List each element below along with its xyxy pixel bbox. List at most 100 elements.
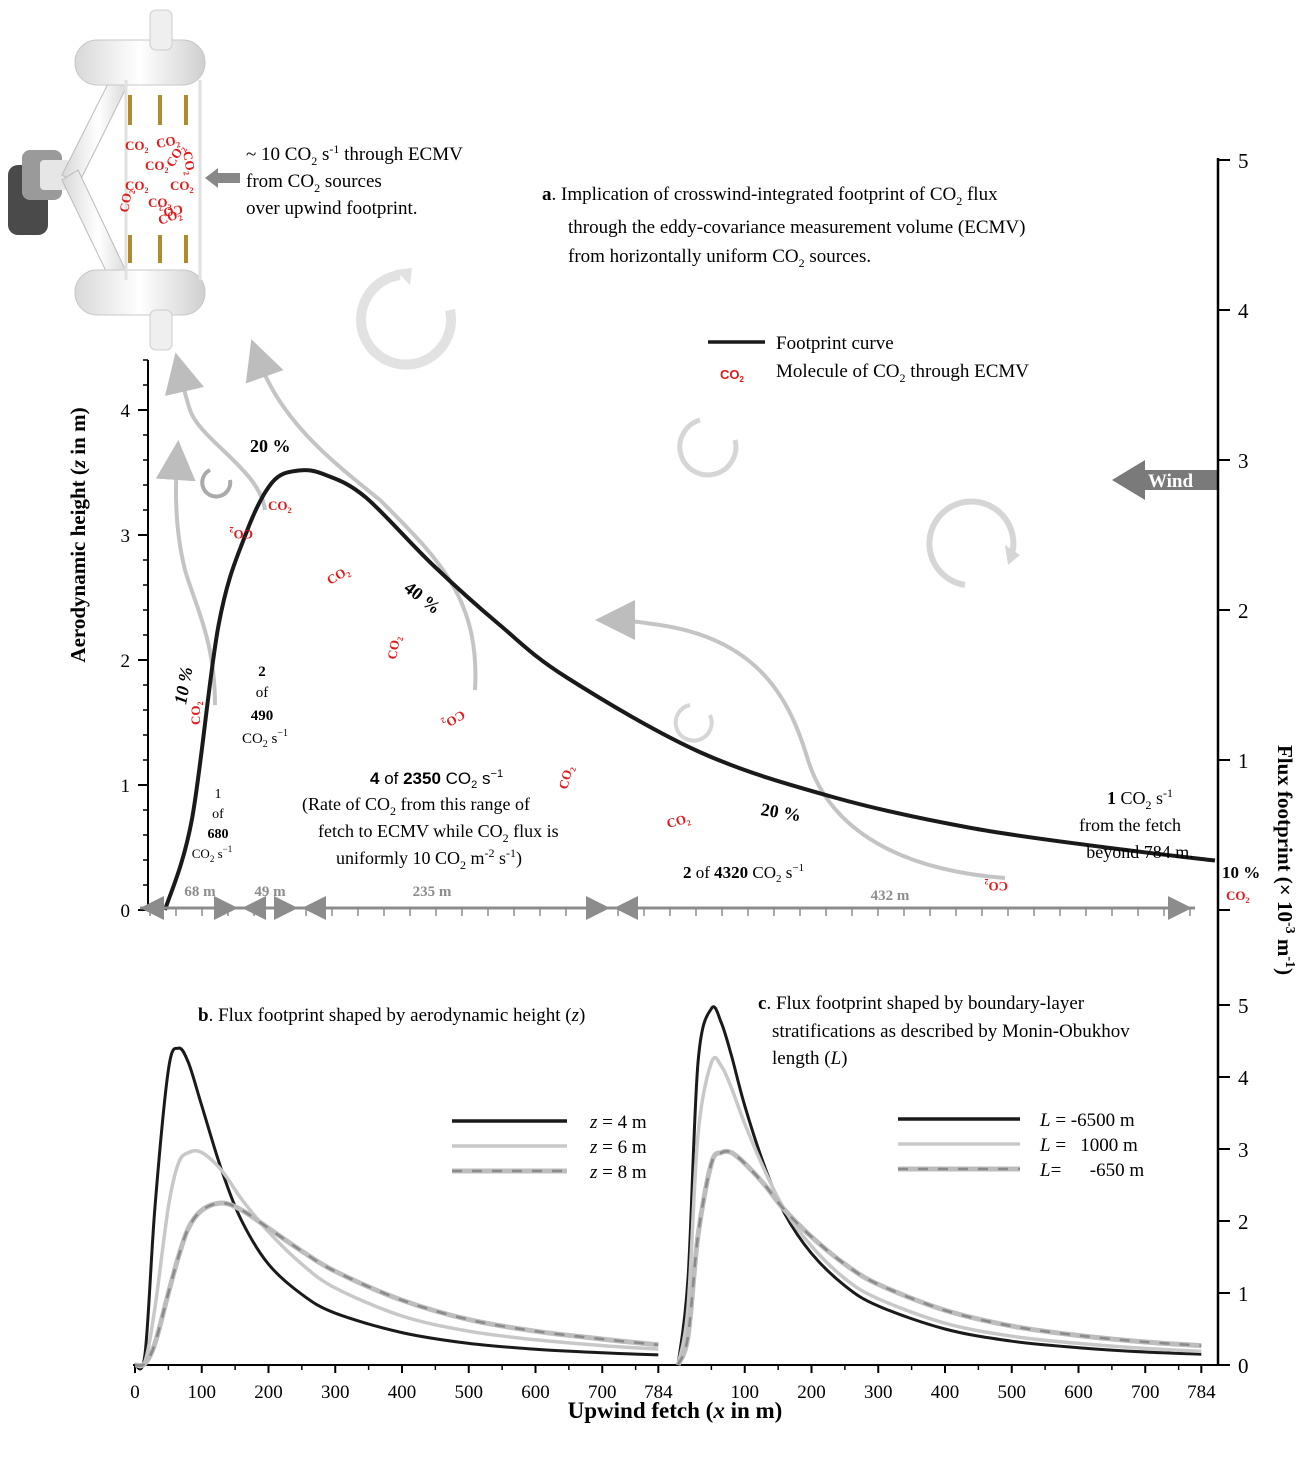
svg-text:from the fetch: from the fetch — [1079, 815, 1181, 835]
percent-label-3: 40 % — [401, 577, 445, 618]
svg-text:2 of 4320 CO2 s−1: 2 of 4320 CO2 s−1 — [683, 862, 804, 885]
right-tick-a-label-3: 3 — [1238, 449, 1249, 473]
svg-text:CO2: CO2 — [125, 178, 149, 195]
percent-label-5: 10 % — [1222, 863, 1260, 882]
svg-text:fetch to ECMV while CO2 flux i: fetch to ECMV while CO2 flux is — [318, 821, 559, 845]
legend-c-label-2: L = 1000 m — [1039, 1135, 1138, 1156]
legend-b-label-2: z = 6 m — [589, 1137, 647, 1158]
x-tick-c-label-200: 200 — [797, 1382, 826, 1403]
svg-text:CO2: CO2 — [116, 188, 137, 214]
legend-b-label-1: z = 4 m — [589, 1112, 647, 1133]
svg-text:4 of 2350 CO2 s−1: 4 of 2350 CO2 s−1 — [370, 768, 503, 791]
svg-text:CO2: CO2 — [156, 206, 184, 230]
svg-text:of: of — [212, 807, 224, 822]
x-tick-b-label-300: 300 — [321, 1382, 350, 1403]
right-tick-bc-label-4: 4 — [1238, 1066, 1249, 1090]
svg-text:2: 2 — [258, 664, 266, 680]
instrument-co2-3: CO2 — [180, 150, 198, 176]
panel-a-title-line2: through the eddy-covariance measurement … — [568, 217, 1025, 238]
panel-b-title: b. Flux footprint shaped by aerodynamic … — [198, 1005, 585, 1026]
percent-label-4: 20 % — [759, 799, 802, 825]
co2-molecules: CO2 CO2 CO2 CO2 CO2 CO2 CO2 CO2 CO2 CO2 — [188, 498, 1250, 905]
svg-text:CO2: CO2 — [148, 195, 172, 212]
svg-text:CO2: CO2 — [384, 635, 405, 661]
svg-text:680: 680 — [208, 827, 229, 842]
percent-label-1: 10 % — [170, 665, 196, 705]
right-tick-bc-label-3: 3 — [1238, 1138, 1249, 1162]
co2-molecule-4: CO2 — [324, 563, 353, 589]
panel-c-series-1 — [676, 1005, 1202, 1366]
instrument-co2-11: CO2 — [156, 206, 184, 230]
panel-c-legend: L = -6500 m L = 1000 m L= -650 m — [898, 1110, 1144, 1181]
right-tick-bc-label-0: 0 — [1238, 1354, 1249, 1378]
instrument-pointer-arrow — [205, 168, 240, 188]
co2-molecule-8: CO2 — [665, 811, 692, 831]
svg-text:CO2: CO2 — [155, 132, 181, 153]
co2-molecule-6: CO2 — [439, 706, 468, 732]
svg-text:1: 1 — [215, 787, 222, 802]
fetch-range-arrows: 68 m 49 m 235 m 432 m — [140, 884, 1195, 920]
right-tick-a-label-5: 5 — [1238, 149, 1249, 173]
panel-b-series-3 — [134, 1200, 659, 1369]
svg-text:CO2: CO2 — [188, 702, 205, 726]
co2-molecule-10: CO2 — [1226, 888, 1250, 905]
instrument-co2-1: CO2 — [125, 138, 149, 155]
left-tick-label-0: 0 — [121, 901, 131, 922]
x-tick-c-label-400: 400 — [931, 1382, 960, 1403]
instrument-co2-9: CO2 — [116, 188, 137, 214]
instrument-co2-8: CO2 — [148, 195, 172, 212]
panel-c-title-line1: c. Flux footprint shaped by boundary-lay… — [758, 993, 1085, 1014]
co2-molecule-2: CO2 — [230, 525, 254, 542]
instrument-co2-10: CO2 — [158, 200, 184, 221]
x-tick-b-label-200: 200 — [254, 1382, 283, 1403]
svg-text:CO2: CO2 — [555, 764, 578, 791]
svg-text:CO2: CO2 — [145, 158, 169, 175]
right-tick-a-label-1: 1 — [1238, 749, 1249, 773]
x-tick-c-label-700: 700 — [1131, 1382, 1160, 1403]
svg-text:Wind: Wind — [1148, 471, 1194, 492]
range-label-4: 432 m — [871, 888, 910, 904]
range-annotation-3: 4 of 2350 CO2 s−1 (Rate of CO2 from this… — [302, 768, 559, 872]
range-annotation-4: 2 of 4320 CO2 s−1 — [683, 862, 804, 885]
range-annotation-5: 1 CO2 s-1 from the fetch beyond 784 m. — [1079, 786, 1194, 862]
left-axis-label: Aerodynamic height (z in m) — [66, 407, 90, 662]
legend-c-label-3: L= -650 m — [1039, 1160, 1144, 1181]
x-tick-b-label-500: 500 — [455, 1382, 484, 1403]
panel-c-series — [675, 1005, 1202, 1367]
range-annotation-1: 1 of 680 CO2 s−1 — [192, 787, 232, 864]
range-label-1: 68 m — [184, 884, 216, 900]
x-tick-b-label-0: 0 — [130, 1382, 140, 1403]
instrument-co2-6: CO2 — [125, 178, 149, 195]
right-tick-a-label-4: 4 — [1238, 299, 1249, 323]
panel-c-series-3 — [675, 1148, 1202, 1367]
wind-arrow: Wind — [1112, 460, 1218, 500]
panel-c-series-2 — [676, 1055, 1202, 1366]
legend-co2-molecule: CO2 — [720, 367, 745, 384]
panel-a-title-line3: from horizontally uniform CO2 sources. — [568, 246, 871, 270]
x-tick-b-label-700: 700 — [588, 1382, 617, 1403]
svg-text:CO2 s−1: CO2 s−1 — [192, 844, 232, 864]
co2-molecule-9: CO2 — [985, 877, 1009, 894]
svg-text:uniformly 10 CO2 m-2 s-1): uniformly 10 CO2 m-2 s-1) — [336, 846, 522, 872]
right-tick-a-label-2: 2 — [1238, 599, 1249, 623]
legend-molecule-label: Molecule of CO2 through ECMV — [776, 361, 1029, 385]
svg-text:CO2: CO2 — [158, 200, 184, 221]
panel-b-series-3-dash — [134, 1201, 659, 1367]
instrument-co2-2: CO2 — [155, 132, 181, 153]
svg-text:CO2: CO2 — [125, 138, 149, 155]
instrument-text-line1: ~ 10 CO2 s-1 through ECMV — [246, 142, 463, 168]
x-tick-b-label-600: 600 — [521, 1382, 550, 1403]
svg-text:CO2: CO2 — [230, 525, 254, 542]
right-tick-bc-label-1: 1 — [1238, 1282, 1249, 1306]
svg-text:CO2: CO2 — [439, 706, 468, 732]
svg-text:CO2: CO2 — [1226, 888, 1250, 905]
panel-b-series — [133, 1046, 659, 1371]
svg-text:CO2: CO2 — [324, 563, 353, 589]
footprint-curve — [163, 468, 1216, 911]
co2-molecule-5: CO2 — [384, 635, 405, 661]
x-tick-b-label-784: 784 — [644, 1382, 673, 1403]
panel-bc-axes: 0 100 200 300 400 500 600 700 784 100 200 300 400 50… — [130, 994, 1249, 1403]
instrument-text-line2: from CO2 sources — [246, 171, 382, 195]
